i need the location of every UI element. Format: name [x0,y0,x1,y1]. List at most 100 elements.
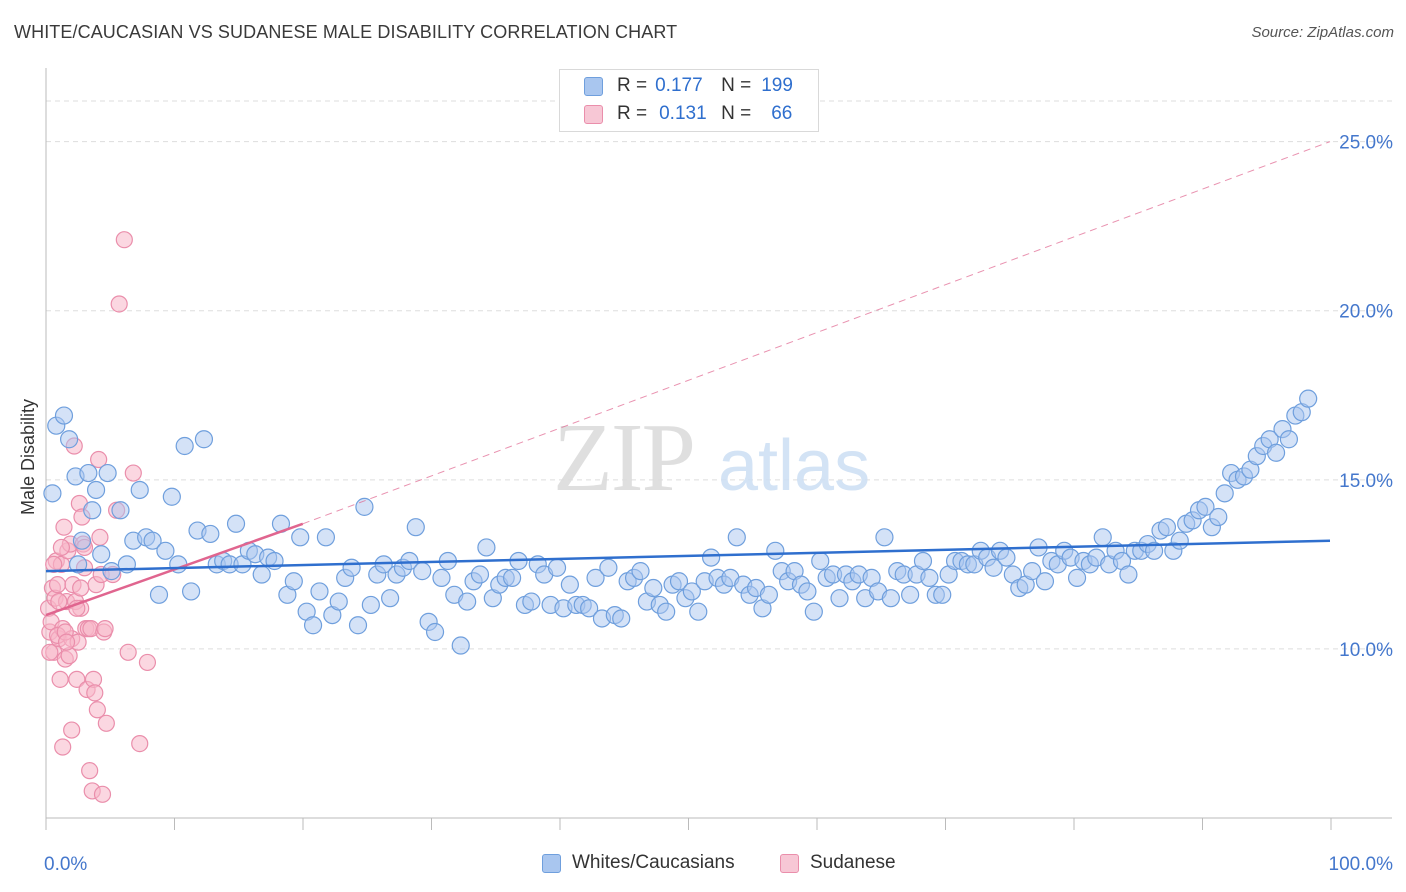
whites-point [502,568,522,587]
series-whites-points [43,389,1318,655]
legend-label-whites: Whites/Caucasians [572,852,735,873]
whites-point [682,582,701,601]
sudanese-point [50,592,68,611]
trend-lines [45,141,1331,617]
sudanese-point [93,785,112,803]
whites-point [1144,541,1164,560]
whites-point [1196,497,1215,516]
legend-swatch-pink [584,104,603,124]
whites-point [547,558,567,577]
whites-point [329,592,348,611]
legend-item-whites[interactable]: Whites/Caucasians [542,852,735,874]
whites-point [98,463,117,483]
sudanese-point [131,734,149,753]
legend-n-value: 199 [761,75,793,96]
whites-point [111,501,130,520]
whites-point [201,524,220,544]
legend-swatch-blue [584,76,603,96]
whites-point [156,541,175,560]
whites-point [226,514,246,533]
whites-point [901,585,920,604]
legend-n-value: 66 [771,103,793,124]
whites-point [316,528,336,547]
watermark-atlas: atlas [718,426,870,506]
whites-point [759,585,778,604]
whites-point [1170,531,1189,550]
whites-point [406,518,425,537]
y-tick-label: 15.0% [1339,471,1393,492]
whites-point [1157,518,1177,537]
whites-point [1093,528,1112,547]
axes [45,68,1392,830]
whites-point [669,572,689,591]
sudanese-point [51,670,69,688]
whites-point [284,572,303,591]
whites-point [1035,572,1055,591]
sudanese-trend-line [45,522,304,617]
legend-row-whites: R = 0.177 N = 199 [584,75,793,97]
whites-point [92,545,111,564]
sudanese-point [90,450,108,469]
whites-point [586,568,605,587]
chart-title: WHITE/CAUCASIAN VS SUDANESE MALE DISABIL… [14,22,678,42]
whites-point [727,528,746,547]
whites-point [920,568,939,587]
whites-point [291,528,310,547]
whites-point [342,558,361,577]
sudanese-point [91,528,109,546]
whites-point [102,562,121,581]
whites-point [470,565,490,584]
whites-point [1023,562,1042,581]
y-axis-label: Male Disability [18,399,38,515]
whites-point [1215,484,1234,503]
whites-point [413,562,432,581]
whites-point [913,551,933,571]
y-tick-label: 25.0% [1339,133,1393,154]
whites-point [766,541,785,560]
whites-point [830,589,849,608]
whites-point [400,551,419,571]
sudanese-point [48,576,67,594]
whites-point [425,622,445,642]
whites-point [1299,389,1318,408]
whites-point [984,558,1003,577]
whites-point [348,616,368,635]
x-tick-label: 0.0% [44,854,87,875]
whites-point [804,602,823,621]
whites-point [1266,443,1286,462]
whites-point [1209,507,1228,527]
sudanese-point [86,684,104,702]
whites-point [580,599,599,618]
legend-r-label: R = [617,103,648,124]
whites-point [1119,565,1138,584]
sudanese-trend-extension [302,141,1331,525]
whites-point [149,585,169,604]
whites-point [477,538,496,557]
whites-point [1067,568,1087,587]
y-tick-label: 20.0% [1339,302,1393,323]
legend-row-sudanese: R = 0.131 N = 66 [584,103,792,125]
whites-point [612,609,631,628]
x-tick-label: 100.0% [1329,854,1394,875]
y-tick-label: 10.0% [1339,640,1393,661]
sudanese-point [119,643,137,661]
whites-point [560,575,579,594]
whites-point [310,582,329,601]
whites-point [451,636,470,655]
whites-point [86,480,106,500]
whites-point [83,501,102,520]
source-label: Source: ZipAtlas.com [1251,24,1394,41]
legend-r-value: 0.131 [659,103,707,124]
watermark: ZIP atlas [553,404,870,512]
sudanese-point [63,721,81,739]
sudanese-point [54,738,72,756]
legend-item-sudanese[interactable]: Sudanese [780,852,896,874]
whites-point [68,555,88,574]
sudanese-point [41,643,59,661]
whites-point [599,558,618,577]
legend-n-label: N = [721,103,752,124]
series-legend: Whites/Caucasians Sudanese [0,852,1406,876]
whites-trend-line [45,539,1331,573]
whites-point [175,436,194,456]
whites-point [130,480,149,500]
